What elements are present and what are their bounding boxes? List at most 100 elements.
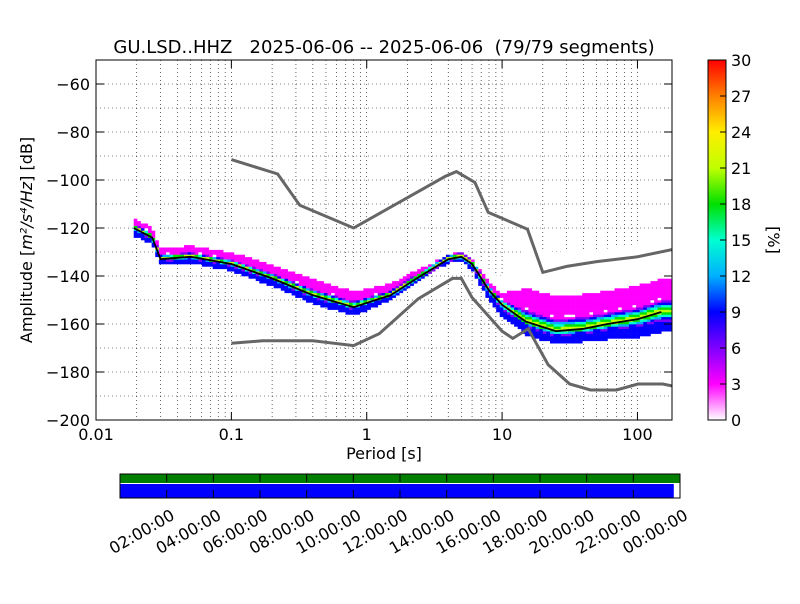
psd-cell	[262, 259, 267, 262]
psd-cell	[585, 271, 590, 274]
psd-cell	[654, 297, 658, 301]
psd-cell	[578, 338, 583, 342]
psd-cell	[589, 333, 594, 337]
psd-cell	[589, 271, 594, 274]
psd-cell	[356, 297, 361, 301]
psd-cell	[302, 266, 307, 270]
psd-cell	[424, 256, 429, 260]
psd-cell	[549, 292, 554, 296]
psd-cell	[560, 300, 565, 303]
psd-cell	[654, 319, 658, 322]
psd-cell	[607, 326, 612, 330]
x-axis: 0.01 0.1 1 10 100	[78, 60, 653, 444]
psd-cell	[571, 319, 576, 322]
psd-cell	[341, 273, 346, 277]
psd-cell	[331, 290, 335, 294]
psd-cell	[191, 242, 196, 246]
psd-cell	[607, 249, 612, 253]
psd-cell	[424, 268, 429, 272]
psd-cell	[542, 333, 547, 337]
psd-cell	[388, 290, 393, 294]
psd-cell	[259, 264, 264, 267]
psd-cell	[575, 278, 579, 282]
psd-cell	[582, 302, 587, 306]
psd-cell	[532, 297, 536, 301]
psd-cell	[521, 297, 526, 301]
psd-cell	[173, 244, 178, 248]
psd-cell	[575, 259, 579, 262]
psd-cell	[636, 328, 641, 332]
psd-cell	[650, 285, 655, 289]
psd-cell	[331, 285, 335, 289]
psd-cell	[607, 300, 612, 303]
psd-cell	[248, 266, 253, 270]
psd-cell	[546, 328, 551, 332]
psd-cell	[248, 244, 253, 248]
psd-cell	[194, 254, 199, 258]
psd-cell	[366, 307, 371, 310]
psd-cell	[496, 307, 501, 310]
psd-cell	[341, 292, 346, 296]
psd-cell	[549, 280, 554, 284]
psd-cell	[650, 271, 655, 274]
psd-cell	[384, 268, 389, 272]
psd-cell	[524, 290, 529, 294]
psd-cell	[338, 273, 343, 277]
psd-cell	[366, 280, 371, 284]
psd-cell	[557, 268, 562, 272]
psd-cell	[546, 254, 551, 258]
psd-cell	[320, 285, 325, 289]
psd-cell	[410, 261, 414, 265]
psd-cell	[654, 278, 658, 282]
psd-cell	[510, 300, 515, 303]
psd-cell	[169, 259, 174, 262]
psd-cell	[628, 326, 633, 330]
psd-cell	[216, 249, 221, 253]
psd-cell	[603, 254, 608, 258]
psd-cell	[553, 300, 558, 303]
psd-cell	[252, 276, 257, 279]
colorbar-tick-label: 27	[731, 87, 751, 106]
psd-cell	[632, 252, 637, 255]
psd-cell	[542, 280, 547, 284]
psd-cell	[596, 273, 601, 277]
psd-cell	[323, 300, 328, 303]
colorbar-tick-label: 30	[731, 51, 751, 70]
psd-cell	[589, 314, 594, 318]
psd-cell	[506, 309, 511, 313]
psd-cell	[639, 319, 644, 322]
psd-cell	[514, 288, 518, 291]
psd-cell	[657, 316, 662, 320]
psd-cell	[205, 247, 210, 250]
psd-cell	[352, 280, 357, 284]
psd-cell	[578, 276, 583, 279]
psd-cell	[517, 290, 522, 294]
psd-cell	[313, 297, 318, 301]
psd-cell	[295, 292, 300, 296]
psd-cell	[176, 261, 181, 265]
psd-cell	[532, 254, 536, 258]
psd-cell	[284, 285, 289, 289]
psd-cell	[621, 273, 626, 277]
psd-cell	[664, 259, 669, 262]
psd-cell	[399, 285, 404, 289]
psd-cell	[567, 326, 572, 330]
psd-cell	[664, 304, 669, 308]
psd-cell	[589, 266, 594, 270]
psd-cell	[546, 314, 551, 318]
psd-cell	[611, 247, 615, 250]
psd-cell	[535, 304, 540, 308]
psd-cell	[471, 266, 475, 270]
psd-cell	[632, 290, 637, 294]
psd-cell	[603, 266, 608, 270]
psd-cell	[560, 278, 565, 282]
psd-cell	[316, 283, 321, 286]
psd-cell	[349, 295, 353, 298]
psd-cell	[539, 324, 544, 327]
psd-cell	[643, 307, 648, 310]
psd-cell	[374, 278, 379, 282]
psd-cell	[198, 244, 203, 248]
y-tick-label: −120	[46, 219, 90, 238]
psd-cell	[420, 261, 425, 265]
psd-cell	[277, 285, 282, 289]
